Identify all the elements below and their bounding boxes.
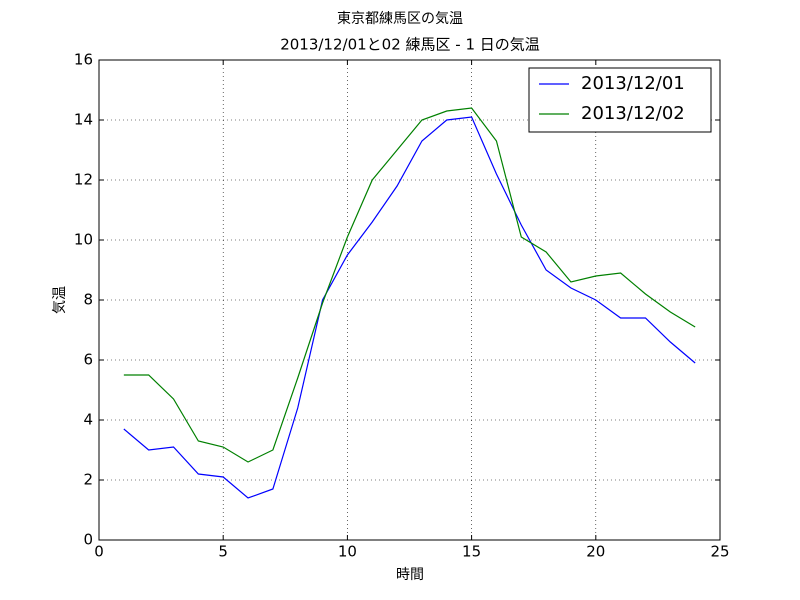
- y-tick-label: 14: [74, 111, 93, 129]
- line: [123, 116, 696, 499]
- x-axis-label: 時間: [396, 567, 424, 583]
- y-tick-label: 12: [74, 171, 93, 189]
- x-tick-label: 15: [462, 543, 481, 561]
- y-tick-label: 16: [74, 51, 93, 69]
- x-tick-label: 10: [338, 543, 357, 561]
- x-tick-label: 25: [710, 543, 729, 561]
- x-tick-label: 20: [586, 543, 605, 561]
- line: [123, 107, 696, 463]
- y-tick-label: 4: [83, 411, 93, 429]
- chart-subtitle: 2013/12/01と02 練馬区 - 1 日の気温: [280, 36, 540, 54]
- x-tick-label: 5: [218, 543, 228, 561]
- legend-label: 2013/12/01: [581, 73, 685, 94]
- y-tick-label: 2: [83, 471, 93, 489]
- legend: 2013/12/01 2013/12/02: [528, 67, 712, 133]
- y-tick-label: 10: [74, 231, 93, 249]
- legend-box: [528, 67, 712, 133]
- y-tick-label: 6: [83, 351, 93, 369]
- legend-label: 2013/12/02: [581, 103, 685, 124]
- y-tick-label: 8: [83, 291, 93, 309]
- y-axis-label: 気温: [52, 286, 68, 314]
- chart-title: 東京都練馬区の気温: [337, 11, 463, 27]
- x-tick-label: 0: [94, 543, 104, 561]
- y-tick-label: 0: [83, 531, 93, 549]
- plot-frame: [98, 59, 721, 541]
